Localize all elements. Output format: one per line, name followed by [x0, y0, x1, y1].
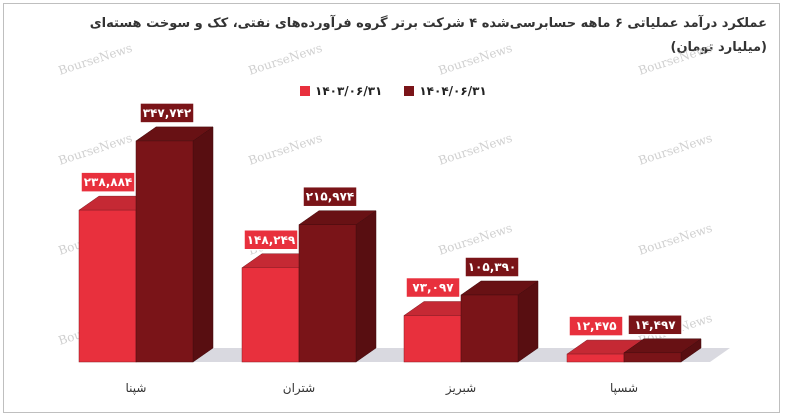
data-label-box-2-1: [139, 102, 195, 124]
legend-label-series-2: ۱۴۰۴/۰۶/۳۱: [419, 84, 487, 98]
bar-series-2-3: [460, 294, 519, 363]
data-label-box-2-3: [464, 256, 520, 278]
watermark-text: BourseNews: [247, 41, 324, 78]
data-label-box-1-4: [568, 315, 624, 337]
bar-series-2-1: [135, 140, 194, 363]
bar-series-1-3: [403, 315, 462, 363]
legend-swatch-series-2: [404, 86, 415, 96]
bar-series-2-4: [623, 352, 682, 363]
category-label-4: شسپا: [610, 381, 638, 395]
bar-side-2-1: [192, 126, 214, 363]
category-label-3: شبریز: [445, 381, 476, 396]
chart-title: عملکرد درآمد عملیاتی ۶ ماهه حسابرسی‌شده …: [67, 12, 767, 60]
data-label-1-1: ۲۳۸,۸۸۴: [84, 175, 133, 189]
bar-series-1-2: [241, 267, 300, 363]
data-label-box-1-1: [80, 171, 136, 193]
data-label-2-4: ۱۴,۴۹۷: [634, 318, 676, 332]
legend-label-series-1: ۱۴۰۳/۰۶/۳۱: [315, 84, 383, 98]
watermark-text: BourseNews: [637, 41, 714, 78]
watermark-text: BourseNews: [437, 41, 514, 78]
category-label-1: شپنا: [126, 381, 147, 395]
legend-item-series-1: ۱۴۰۳/۰۶/۳۱: [300, 84, 382, 98]
bar-series-1-4: [566, 353, 625, 363]
bar-series-2-2: [298, 224, 357, 363]
bar-series-1-1: [78, 209, 137, 363]
legend-item-series-2: ۱۴۰۴/۰۶/۳۱: [404, 84, 487, 98]
bar-side-2-2: [355, 210, 377, 363]
category-label-2: شتران: [283, 381, 315, 396]
chart-title-line2: (میلیارد تومان): [670, 40, 767, 55]
watermark-text: BourseNews: [57, 41, 134, 78]
data-label-box-2-2: [302, 185, 358, 208]
data-label-box-1-3: [405, 276, 461, 299]
data-label-2-2: ۲۱۵,۹۷۴: [306, 190, 355, 204]
watermark-text: BourseNews: [247, 131, 324, 168]
watermark-text: BourseNews: [437, 221, 514, 258]
legend: ۱۴۰۳/۰۶/۳۱ ۱۴۰۴/۰۶/۳۱: [300, 84, 487, 98]
data-label-box-1-2: [243, 229, 299, 251]
watermark-text: BourseNews: [437, 131, 514, 168]
watermark-text: BourseNews: [637, 221, 714, 258]
data-label-2-1: ۳۴۷,۷۴۲: [143, 106, 192, 120]
chart-title-line1: عملکرد درآمد عملیاتی ۶ ماهه حسابرسی‌شده …: [89, 16, 767, 31]
data-label-box-2-4: [627, 314, 683, 336]
data-label-2-3: ۱۰۵,۳۹۰: [468, 260, 517, 274]
legend-swatch-series-1: [300, 86, 310, 96]
data-label-1-2: ۱۴۸,۲۴۹: [247, 233, 296, 247]
data-label-1-3: ۷۳,۰۹۷: [412, 281, 454, 295]
watermark-text: BourseNews: [57, 131, 134, 168]
data-label-1-4: ۱۲,۴۷۵: [575, 319, 616, 333]
watermark-text: BourseNews: [637, 131, 714, 168]
